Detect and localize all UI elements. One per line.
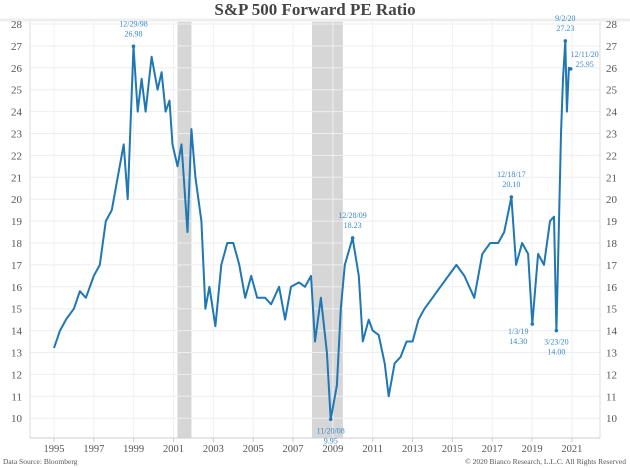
y-tick-label: 28 (606, 19, 618, 31)
y-tick-label: 17 (11, 260, 23, 272)
x-tick-label: 2003 (203, 444, 224, 455)
annotation-label: 20.10 (502, 180, 520, 189)
annotation-label: 25.95 (576, 60, 594, 69)
y-tick-label: 27 (606, 41, 618, 53)
chart-title: S&P 500 Forward PE Ratio (214, 0, 416, 19)
y-tick-label: 24 (11, 107, 23, 119)
y-tick-label: 14 (11, 326, 23, 338)
y-tick-label: 22 (606, 150, 617, 162)
annotation-point (530, 322, 535, 326)
y-tick-label: 27 (11, 41, 23, 53)
annotation-label: 9.95 (324, 436, 338, 445)
annotation-label: 18.23 (344, 221, 362, 230)
y-tick-label: 13 (11, 348, 23, 360)
y-tick-label: 10 (11, 413, 23, 425)
y-tick-label: 16 (606, 282, 618, 294)
annotation-label: 27.23 (556, 24, 574, 33)
annotation-point (568, 67, 573, 71)
annotation-label: 26.98 (124, 29, 142, 38)
y-tick-label: 24 (606, 107, 618, 119)
x-tick-label: 2005 (243, 444, 264, 455)
y-tick-label: 15 (11, 304, 23, 316)
y-tick-label: 20 (606, 194, 618, 206)
x-tick-label: 1997 (83, 444, 104, 455)
y-tick-label: 11 (11, 391, 22, 403)
y-tick-label: 18 (606, 238, 618, 250)
x-tick-label: 2007 (283, 444, 304, 455)
y-tick-label: 28 (11, 19, 23, 31)
y-tick-label: 19 (11, 216, 23, 228)
y-tick-label: 23 (11, 129, 23, 141)
x-tick-label: 2017 (482, 444, 503, 455)
y-tick-label: 19 (606, 216, 618, 228)
annotation-label: 11/20/08 (317, 426, 345, 435)
x-tick-label: 2011 (362, 444, 383, 455)
x-tick-label: 2021 (561, 444, 582, 455)
annotation-label: 1/3/19 (508, 327, 528, 336)
x-tick-label: 2001 (163, 444, 184, 455)
y-tick-label: 12 (11, 369, 22, 381)
annotation-point (554, 328, 559, 333)
series-line (53, 39, 572, 421)
y-tick-label: 25 (11, 85, 23, 97)
recession-band (177, 21, 192, 439)
annotation-point (131, 44, 136, 49)
annotation-label: 12/18/17 (497, 170, 525, 179)
annotation-label: 14.00 (547, 348, 565, 357)
data-source: Data Source: Bloomberg (3, 457, 78, 466)
y-tick-label: 13 (606, 348, 618, 360)
y-tick-label: 12 (606, 369, 617, 381)
x-tick-label: 2019 (522, 444, 543, 455)
annotation-point (350, 236, 355, 240)
x-tick-label: 1999 (123, 444, 144, 455)
y-tick-label: 22 (11, 150, 22, 162)
annotation-label: 14.30 (509, 337, 527, 346)
y-tick-label: 20 (11, 194, 23, 206)
annotation-point (563, 39, 568, 43)
x-tick-label: 1995 (44, 444, 65, 455)
y-tick-label: 17 (606, 260, 618, 272)
annotation-label: 3/23/20 (544, 338, 568, 347)
annotation-point (509, 195, 514, 199)
y-tick-label: 15 (606, 304, 618, 316)
y-tick-label: 18 (11, 238, 23, 250)
y-tick-label: 14 (606, 326, 618, 338)
annotation-label: 12/29/98 (119, 19, 147, 28)
y-tick-label: 21 (606, 172, 617, 184)
annotation-label: 9/2/20 (555, 14, 575, 23)
annotation-label: 12/11/20 (571, 50, 599, 59)
x-tick-label: 2013 (402, 444, 423, 455)
copyright: © 2020 Bianco Research, L.L.C. All Right… (465, 457, 626, 466)
y-tick-label: 26 (11, 63, 23, 75)
y-tick-label: 25 (606, 85, 618, 97)
y-tick-label: 11 (606, 391, 617, 403)
y-tick-label: 21 (11, 172, 22, 184)
annotation-point (328, 417, 333, 422)
x-tick-label: 2009 (322, 444, 343, 455)
x-tick-label: 2015 (442, 444, 463, 455)
y-tick-label: 26 (606, 63, 618, 75)
y-tick-label: 23 (606, 129, 618, 141)
annotation-label: 12/28/09 (338, 211, 366, 220)
y-tick-label: 16 (11, 282, 23, 294)
y-tick-label: 10 (606, 413, 618, 425)
